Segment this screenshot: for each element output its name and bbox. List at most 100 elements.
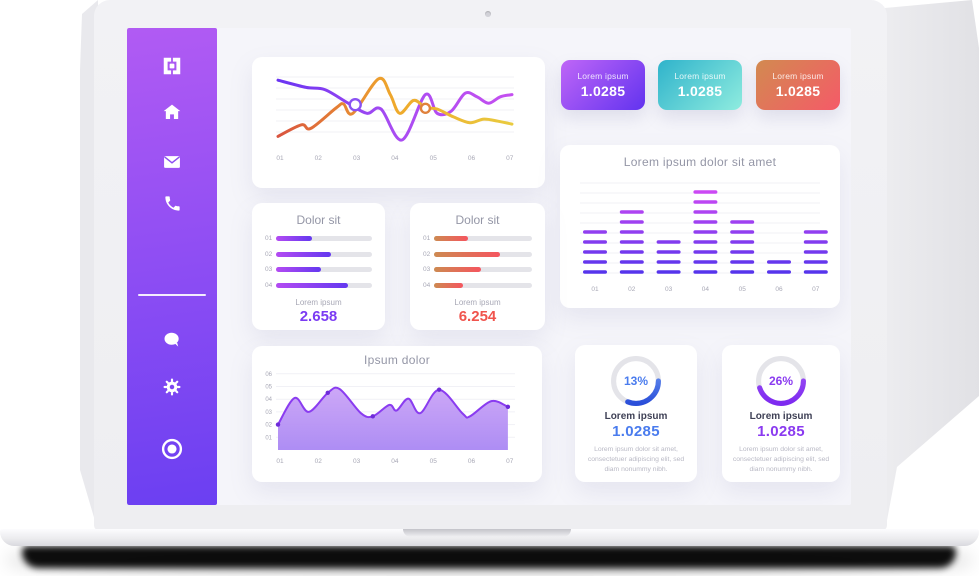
donut-value: 1.0285 (757, 423, 805, 440)
x-tick: 02 (315, 458, 323, 465)
area-chart: 01 02 03 04 05 06 01 02 03 04 05 06 07 (265, 372, 515, 465)
x-tick: 01 (591, 286, 599, 293)
bar-segment (730, 230, 755, 234)
bar-segment (730, 240, 755, 244)
progress-fill (434, 282, 464, 288)
x-tick: 06 (468, 155, 476, 162)
progress-rows: 01 02 03 04 (265, 235, 372, 289)
progress-track (434, 251, 532, 257)
progress-row-label: 02 (423, 250, 431, 258)
x-tick: 04 (391, 155, 399, 162)
dashboard-screen: 01 02 03 04 05 06 07 Lorem ipsum 1.0285 Lorem … (127, 28, 851, 505)
donut-value: 1.0285 (612, 423, 660, 440)
bar-chart-title: Lorem ipsum dolor sit amet (623, 155, 777, 169)
area-marker (370, 414, 375, 419)
stat-value: 1.0285 (775, 83, 821, 99)
line-chart-card: 01 02 03 04 05 06 07 (252, 57, 545, 188)
laptop-lid: 01 02 03 04 05 06 07 Lorem ipsum 1.0285 Lorem … (94, 0, 887, 531)
x-tick: 01 (276, 458, 284, 465)
donut-label: Lorem ipsum (749, 411, 813, 422)
progress-row-label: 01 (265, 235, 273, 242)
progress-row-label: 04 (423, 281, 431, 289)
stat-label: Lorem ipsum (577, 71, 629, 81)
area-marker (436, 387, 442, 392)
stat-value: 1.0285 (677, 83, 723, 99)
bar-segment (693, 190, 718, 194)
sidebar-item-logo[interactable] (127, 49, 217, 83)
y-tick: 05 (265, 385, 272, 391)
bar-segment (693, 220, 718, 224)
y-tick: 04 (265, 397, 272, 403)
sidebar-item-phone[interactable] (127, 186, 217, 220)
donut-chart (756, 356, 806, 406)
x-tick: 05 (430, 155, 438, 162)
sidebar-item-record[interactable] (127, 432, 217, 466)
progress-track (434, 236, 532, 241)
x-tick: 05 (430, 458, 438, 465)
laptop-base (0, 529, 979, 546)
donut-description: Lorem ipsum dolor sit amet, consectetuer… (587, 446, 685, 474)
progress-row-label: 02 (265, 250, 273, 258)
donut-percent: 26% (768, 374, 794, 388)
bar-segment (656, 240, 681, 244)
progress-row-label: 03 (423, 266, 431, 273)
x-tick: 04 (702, 286, 710, 293)
donut-card-purple: 26% Lorem ipsum 1.0285 Lorem ipsum dolor… (722, 345, 840, 482)
y-tick: 03 (265, 410, 272, 416)
bar-segment (730, 260, 755, 264)
line-chart: 01 02 03 04 05 06 07 (276, 76, 514, 162)
progress-track (434, 267, 532, 272)
progress-row: 04 (423, 281, 532, 289)
area-chart-card: Ipsum dolor 01 02 03 04 05 06 01 02 03 04 05 06 07 (252, 346, 542, 482)
phone-icon (163, 194, 182, 213)
stat-card-red: Lorem ipsum 1.0285 (756, 60, 840, 110)
x-tick: 06 (775, 286, 783, 293)
bar-segment (803, 270, 828, 274)
stat-value: 1.0285 (580, 83, 626, 99)
sidebar-item-chat[interactable] (127, 323, 217, 357)
webcam-dot (485, 11, 491, 17)
sidebar-item-mail[interactable] (127, 145, 217, 179)
area-marker (505, 404, 511, 410)
line-marker (348, 97, 362, 112)
bar-segment (730, 250, 755, 254)
bar-segment (803, 240, 828, 244)
bar-segment (693, 210, 718, 214)
area-marker (275, 422, 281, 427)
progress-fill (276, 236, 313, 241)
logo-icon (161, 55, 183, 77)
x-tick: 03 (665, 286, 673, 293)
progress-track (276, 251, 372, 257)
donut-arc (756, 356, 806, 406)
area-chart-title: Ipsum dolor (364, 353, 430, 367)
mail-icon (162, 152, 182, 172)
progress-fill (276, 251, 331, 257)
x-tick: 02 (315, 155, 323, 162)
progress-card-purple: Dolor sit 01 02 03 04 Lorem ipsum 2.658 (252, 203, 385, 330)
bar-segment (583, 240, 607, 244)
record-icon (159, 436, 185, 462)
sidebar-item-settings[interactable] (127, 370, 217, 404)
progress-row: 02 (265, 250, 372, 258)
bar-segment (693, 200, 718, 204)
area-marker (325, 390, 330, 396)
bar-segment (583, 250, 607, 254)
x-tick: 06 (468, 458, 476, 465)
area-fill (278, 387, 508, 450)
laptop-left-edge (80, 0, 98, 531)
stat-label: Lorem ipsum (772, 71, 824, 81)
bar-segment (619, 250, 644, 254)
bar-segment (730, 270, 755, 274)
progress-card-title: Dolor sit (296, 213, 341, 227)
stat-label: Lorem ipsum (674, 71, 726, 81)
x-tick: 02 (628, 286, 636, 293)
sidebar-item-home[interactable] (127, 95, 217, 129)
gear-icon (162, 377, 182, 397)
progress-footer-value: 6.254 (458, 308, 497, 325)
sidebar-nav (127, 28, 217, 505)
progress-row: 02 (423, 250, 532, 258)
progress-footer-value: 2.658 (299, 308, 338, 325)
progress-rows: 01 02 03 04 (423, 235, 532, 289)
progress-fill (276, 267, 322, 272)
